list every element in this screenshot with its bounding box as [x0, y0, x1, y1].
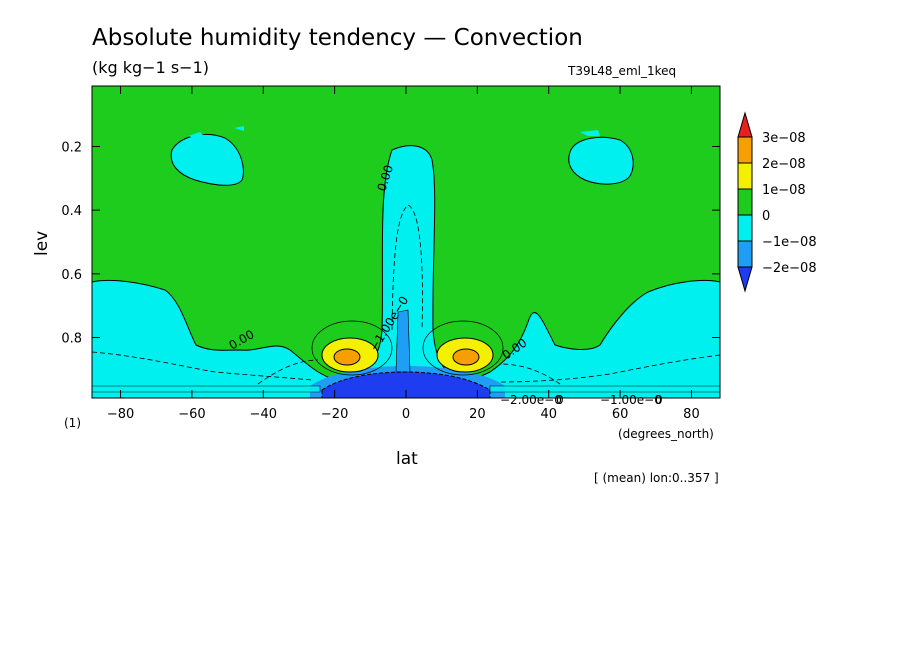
colorbar-swatch — [737, 240, 753, 268]
y-axis-label: lev — [32, 231, 52, 256]
x-tick-label: 20 — [469, 407, 486, 422]
contour-label: −2.00e−0 — [500, 393, 562, 407]
contour-label: 0 — [655, 393, 663, 407]
contour-dashed-lower-left — [91, 351, 313, 381]
y-tick-label: 0.6 — [61, 268, 82, 283]
region-positive2-left — [333, 348, 361, 366]
contour-left-outer — [311, 320, 393, 376]
x-tick-label: −20 — [321, 407, 348, 422]
region-speck-right — [580, 130, 600, 136]
x-tick-label: −80 — [107, 407, 134, 422]
x-axis: −80 −60 −40 −20 0 20 40 60 80 — [107, 86, 700, 422]
colorbar: 3e−08 2e−08 1e−08 0 −1e−08 −2e−08 — [737, 111, 817, 293]
region-negative-lower-right — [459, 279, 721, 399]
colorbar-swatch — [737, 162, 753, 190]
region-speck-left — [188, 132, 204, 138]
averaging-note: [ (mean) lon:0..357 ] — [594, 471, 719, 485]
x-axis-units: (degrees_north) — [618, 427, 714, 441]
region-negative-upper-right — [568, 136, 634, 185]
region-speck-left-2 — [234, 126, 244, 131]
colorbar-swatch — [737, 136, 753, 164]
x-tick-label: 60 — [612, 407, 629, 422]
contour-dashed-center — [391, 204, 423, 331]
region-negative-upper-left — [170, 134, 244, 186]
region-positive2-right — [452, 348, 480, 366]
colorbar-label: 1e−08 — [762, 183, 806, 198]
y-axis: 0.2 0.4 0.6 0.8 — [61, 140, 720, 347]
x-tick-label: 40 — [540, 407, 557, 422]
x-tick-label: −60 — [178, 407, 205, 422]
contour-dashed-right-inner — [499, 363, 561, 385]
frame-index: (1) — [64, 416, 81, 430]
run-name: T39L48_eml_1keq — [567, 64, 676, 78]
colorbar-swatch — [737, 188, 753, 216]
colorbar-label: 3e−08 — [762, 131, 806, 146]
x-axis-label: lat — [396, 449, 418, 469]
x-tick-label: 0 — [402, 407, 410, 422]
x-tick-label: −40 — [250, 407, 277, 422]
colorbar-swatch — [737, 111, 753, 138]
y-tick-label: 0.8 — [61, 332, 82, 347]
colorbar-swatch — [737, 266, 753, 293]
plot-area: 0.00 0.00 0.00 −1.00e−0 −2.00e−0 0 −1.00… — [91, 85, 721, 407]
colorbar-label: 2e−08 — [762, 157, 806, 172]
region-negative3-core — [321, 371, 491, 399]
colorbar-label: −1e−08 — [762, 235, 817, 250]
chart-units: (kg kg−1 s−1) — [92, 58, 209, 77]
contour-label: −1.00e−0 — [600, 393, 662, 407]
chart-title: Absolute humidity tendency — Convection — [92, 25, 583, 51]
colorbar-swatch — [737, 214, 753, 242]
contour-label: 0 — [556, 393, 564, 407]
contour-dashed-left-inner — [257, 359, 319, 385]
colorbar-label: −2e−08 — [762, 261, 817, 276]
contour-dashed-lower-right — [499, 354, 721, 383]
contour-right-outer — [422, 320, 504, 376]
y-tick-label: 0.4 — [61, 204, 82, 219]
bottom-negative-band-left — [91, 385, 321, 393]
colorbar-label: 0 — [762, 209, 770, 224]
bottom-negative-band-right — [489, 385, 721, 393]
x-tick-label: 80 — [683, 407, 700, 422]
region-negative-lower-left — [91, 279, 331, 399]
y-tick-label: 0.2 — [61, 140, 82, 155]
